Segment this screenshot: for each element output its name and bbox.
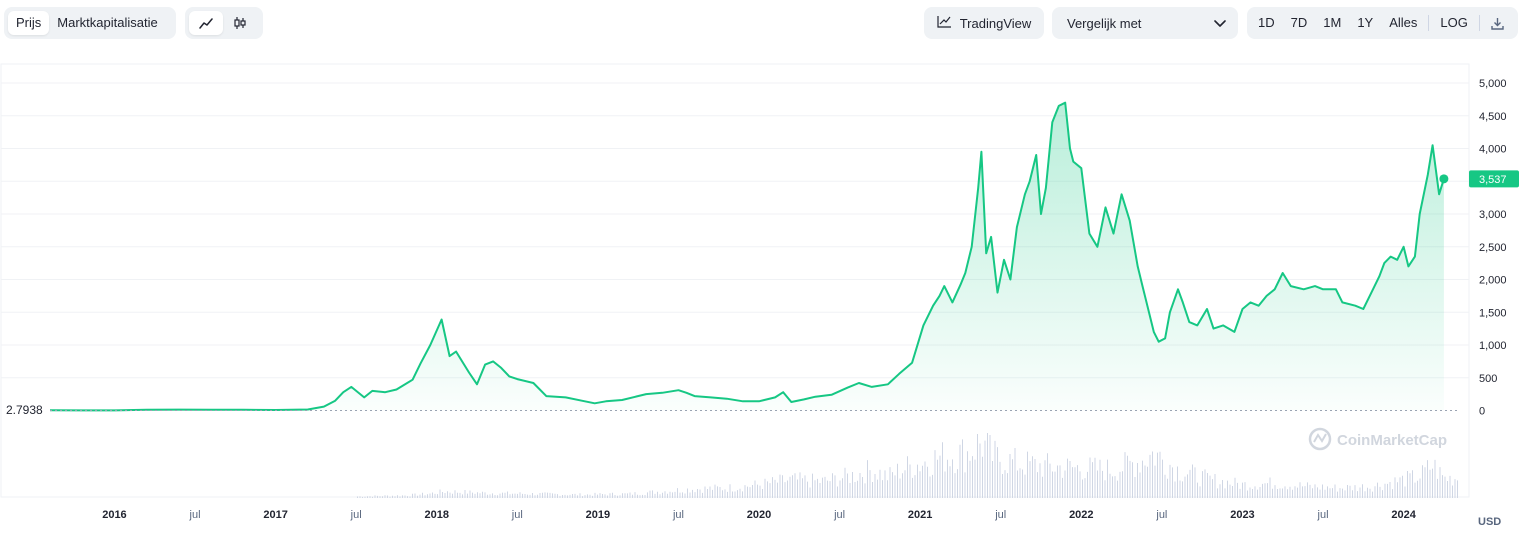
line-chart-icon[interactable]: [189, 11, 223, 35]
tradingview-button[interactable]: TradingView: [924, 7, 1044, 39]
compare-dropdown[interactable]: Vergelijk met: [1052, 7, 1238, 39]
plot-frame: [0, 63, 1470, 498]
x-tick-label: jul: [833, 509, 845, 521]
y-tick-label: 2,000: [1479, 275, 1507, 287]
y-tick-label: 500: [1479, 373, 1497, 385]
x-tick-label: jul: [994, 509, 1006, 521]
range-all[interactable]: Alles: [1389, 15, 1418, 30]
watermark-text: CoinMarketCap: [1337, 432, 1447, 449]
current-price-dot: [1439, 174, 1449, 184]
x-tick-label: jul: [1155, 509, 1167, 521]
x-tick-label: 2024: [1391, 509, 1416, 521]
y-tick-label: 4,500: [1479, 111, 1507, 123]
price-area-fill: [50, 102, 1444, 411]
x-tick-label: jul: [1317, 509, 1329, 521]
range-1y[interactable]: 1Y: [1357, 15, 1374, 30]
price-chart[interactable]: 2.7938 05001,0001,5002,0002,5003,0003,50…: [0, 63, 1520, 546]
chevron-down-icon: [1214, 16, 1226, 31]
y-tick-label: 1,000: [1479, 340, 1507, 352]
chart-type-tabs: Prijs Marktkapitalisatie: [4, 7, 176, 39]
current-price-marker: 3,537: [1439, 170, 1519, 188]
currency-label: USD: [1478, 516, 1501, 528]
range-7d[interactable]: 7D: [1290, 15, 1308, 30]
chart-toolbar: Prijs Marktkapitalisatie TradingView Ver…: [0, 0, 1520, 48]
x-tick-label: 2021: [908, 509, 932, 521]
time-range-selector: 1D 7D 1M 1Y Alles LOG: [1247, 7, 1518, 39]
x-tick-label: jul: [672, 509, 684, 521]
x-tick-label: 2020: [747, 509, 771, 521]
compare-label: Vergelijk met: [1067, 15, 1142, 31]
tab-market-cap[interactable]: Marktkapitalisatie: [57, 15, 158, 30]
divider: [1428, 15, 1430, 31]
trend-chart-icon: [937, 15, 952, 31]
current-price-label: 3,537: [1479, 174, 1507, 186]
x-tick-label: 2016: [102, 509, 126, 521]
download-icon[interactable]: [1483, 11, 1512, 35]
divider: [1478, 15, 1480, 31]
range-1d[interactable]: 1D: [1258, 15, 1275, 30]
y-tick-label: 1,500: [1479, 307, 1507, 319]
y-tick-label: 2,500: [1479, 242, 1507, 254]
y-tick-label: 0: [1479, 406, 1485, 418]
tab-price[interactable]: Prijs: [8, 11, 50, 35]
chart-mode-toggle: [185, 7, 263, 39]
start-price-label: 2.7938: [6, 403, 43, 417]
coinmarketcap-icon: [1308, 427, 1332, 451]
x-tick-label: 2023: [1230, 509, 1254, 521]
range-1m[interactable]: 1M: [1323, 15, 1342, 30]
current-price-tag: [1469, 170, 1519, 188]
x-tick-label: 2017: [263, 509, 287, 521]
candlestick-icon[interactable]: [223, 11, 257, 35]
log-scale-toggle[interactable]: LOG: [1440, 15, 1468, 30]
price-line: [49, 101, 1445, 412]
price-chart-svg[interactable]: 2.7938 05001,0001,5002,0002,5003,0003,50…: [0, 63, 1520, 546]
x-tick-label: 2019: [586, 509, 610, 521]
y-tick-label: 5,000: [1479, 78, 1507, 90]
tradingview-label: TradingView: [959, 15, 1032, 31]
x-tick-label: jul: [511, 509, 523, 521]
coinmarketcap-logo: CoinMarketCap: [1308, 427, 1447, 451]
x-tick-label: jul: [189, 509, 201, 521]
y-tick-label: 3,000: [1479, 209, 1507, 221]
x-tick-label: 2018: [425, 509, 449, 521]
x-tick-label: 2022: [1069, 509, 1093, 521]
x-tick-label: jul: [350, 509, 362, 521]
y-tick-label: 4,000: [1479, 144, 1507, 156]
